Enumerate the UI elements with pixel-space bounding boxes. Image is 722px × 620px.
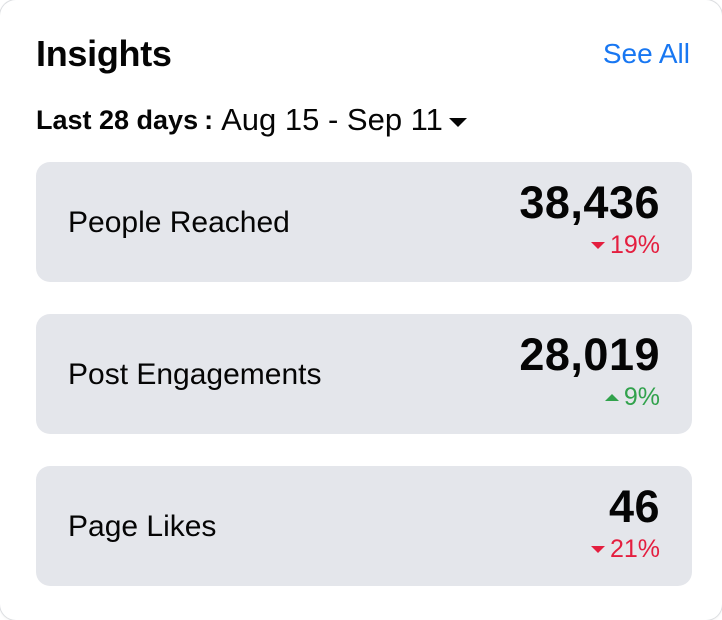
metric-value: 38,436 <box>519 177 660 228</box>
metric-card-post-engagements[interactable]: Post Engagements 28,019 9% <box>36 314 692 434</box>
metric-card-page-likes[interactable]: Page Likes 46 21% <box>36 466 692 586</box>
date-range-dates: Aug 15 - Sep 11 <box>221 102 443 137</box>
metric-label: Post Engagements <box>68 357 322 391</box>
metric-change: 21% <box>590 534 660 564</box>
metric-stats: 46 21% <box>590 480 660 564</box>
arrow-down-icon <box>590 241 605 249</box>
arrow-up-icon <box>604 393 619 401</box>
date-range-label: Last 28 days <box>36 104 199 135</box>
metric-stats: 38,436 19% <box>519 176 660 260</box>
metric-card-people-reached[interactable]: People Reached 38,436 19% <box>36 162 692 282</box>
insights-title: Insights <box>36 33 172 74</box>
see-all-link[interactable]: See All <box>602 38 690 69</box>
date-range-selector[interactable]: Last 28 days : Aug 15 - Sep 11 <box>36 98 467 142</box>
metric-change: 9% <box>519 382 660 412</box>
metric-change-percent: 21% <box>609 535 660 563</box>
caret-down-icon <box>448 117 467 127</box>
metric-label: People Reached <box>68 205 290 239</box>
metric-label: Page Likes <box>68 509 217 543</box>
insights-header: Insights See All <box>36 30 690 78</box>
metric-value: 28,019 <box>519 329 660 380</box>
date-range-separator: : <box>204 104 214 135</box>
metric-change-percent: 9% <box>623 383 660 411</box>
metric-change: 19% <box>519 230 660 260</box>
metric-stats: 28,019 9% <box>519 328 660 412</box>
metric-change-percent: 19% <box>609 231 660 259</box>
arrow-down-icon <box>590 545 605 553</box>
metric-value: 46 <box>608 481 660 532</box>
